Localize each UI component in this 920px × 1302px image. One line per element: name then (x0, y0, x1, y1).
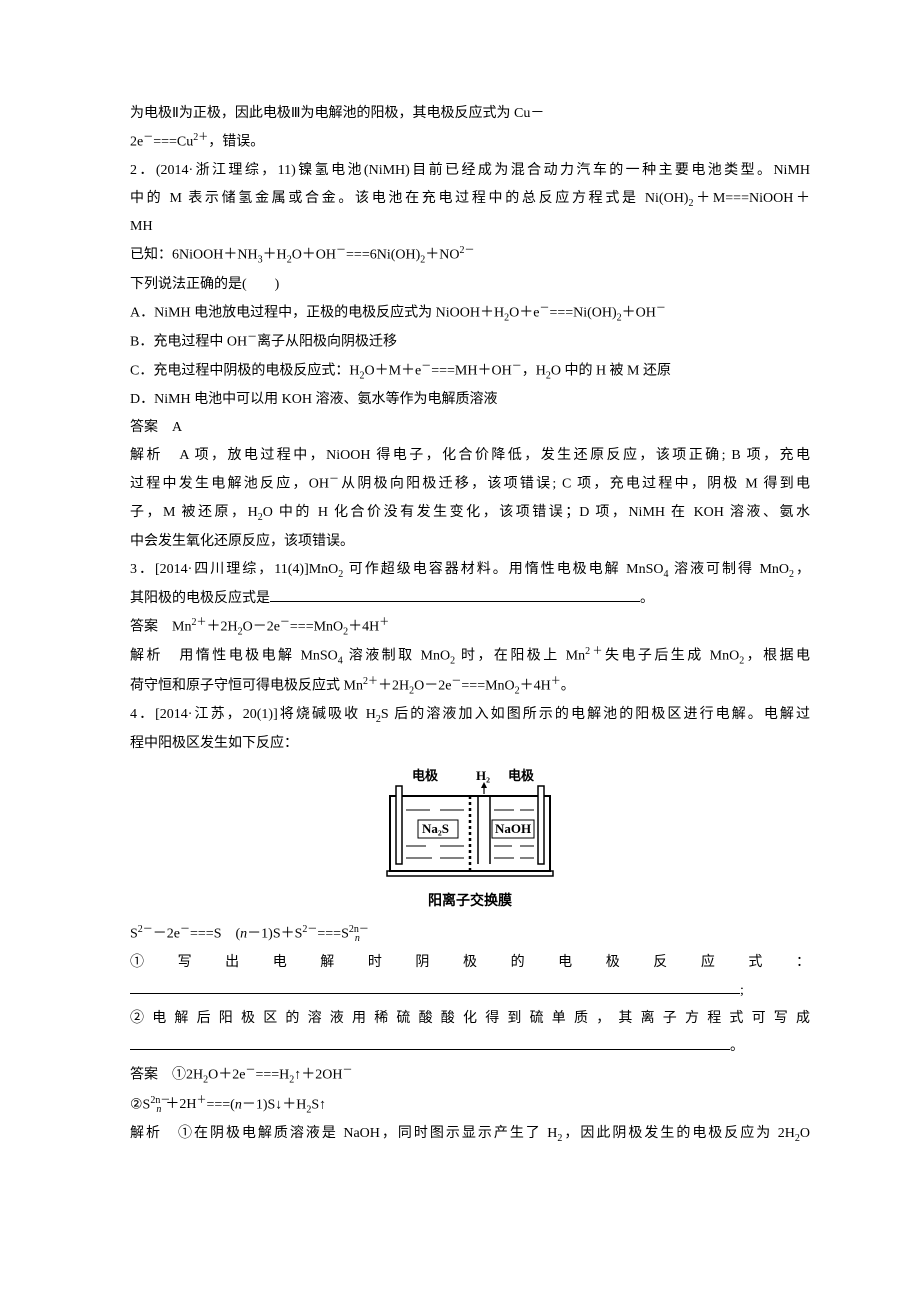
explanation: 解析 ①在阴极电解质溶液是 NaOH，同时图示显示产生了 H2，因此阴极发生的电… (130, 1120, 810, 1149)
electrolysis-diagram: 电极 H₂ 电极 Na₂S NaOH (130, 766, 810, 886)
answer-label: 答案 ①2H2O＋2e－===H2↑＋2OH－ (130, 1061, 810, 1090)
electrode-label-left: 电极 (412, 768, 439, 783)
question-2: ② 电 解 后 阳 极 区 的 溶 液 用 稀 硫 酸 酸 化 得 到 硫 单 … (130, 1005, 810, 1033)
body-text: 2．(2014·浙江理综，11)镍氢电池(NiMH)目前已经成为混合动力汽车的一… (130, 157, 810, 185)
body-text: 下列说法正确的是( ) (130, 271, 810, 299)
h2-label: H₂ (476, 768, 490, 783)
explanation: 过程中发生电解池反应，OH－从阴极向阳极迁移，该项错误; C 项，充电过程中，阴… (130, 470, 810, 499)
body-text: MH (130, 213, 810, 241)
naoh-label: NaOH (495, 821, 531, 836)
answer-label: 答案 Mn2＋＋2H2O－2e－===MnO2＋4H＋ (130, 613, 810, 642)
equation: S2－－2e－===S (n－1)S＋S2－===S2n－n (130, 920, 810, 949)
body-text: 4．[2014·江苏，20(1)]将烧碱吸收 H2S 后的溶液加入如图所示的电解… (130, 701, 810, 730)
option-a: A．NiMH 电池放电过程中，正极的电极反应式为 NiOOH＋H2O＋e－===… (130, 299, 810, 328)
electrode-label-right: 电极 (508, 768, 535, 783)
figure-caption: 阳离子交换膜 (130, 888, 810, 916)
body-text: 程中阳极区发生如下反应： (130, 730, 810, 758)
explanation: 解析 用惰性电极电解 MnSO4 溶液制取 MnO2 时，在阳极上 Mn2＋失电… (130, 642, 810, 671)
body-text: 已知：6NiOOH＋NH3＋H2O＋OH－===6Ni(OH)2＋NO2－ (130, 241, 810, 270)
answer-label: 答案 A (130, 414, 810, 442)
answer-2: ②S2n－n＋2H＋===(n－1)S↓＋H2S↑ (130, 1091, 810, 1120)
body-text: 2e－===Cu2＋，错误。 (130, 128, 810, 157)
fill-blank (270, 587, 640, 602)
body-text: 中的 M 表示储氢金属或合金。该电池在充电过程中的总反应方程式是 Ni(OH)2… (130, 185, 810, 214)
body-text: 为电极Ⅱ为正极，因此电极Ⅲ为电解池的阳极，其电极反应式为 Cu－ (130, 100, 810, 128)
explanation: 解析 A 项，放电过程中，NiOOH 得电子，化合价降低，发生还原反应，该项正确… (130, 442, 810, 470)
explanation: 荷守恒和原子守恒可得电极反应式 Mn2＋＋2H2O－2e－===MnO2＋4H＋… (130, 672, 810, 701)
question-1: ① 写 出 电 解 时 阴 极 的 电 极 反 应 式 ： (130, 949, 810, 977)
option-c: C．充电过程中阴极的电极反应式：H2O＋M＋e－===MH＋OH－，H2O 中的… (130, 357, 810, 386)
na2s-label: Na₂S (422, 821, 449, 836)
body-text: 3．[2014·四川理综，11(4)]MnO2 可作超级电容器材料。用惰性电极电… (130, 556, 810, 585)
option-d: D．NiMH 电池中可以用 KOH 溶液、氨水等作为电解质溶液 (130, 386, 810, 414)
explanation: 中会发生氧化还原反应，该项错误。 (130, 528, 810, 556)
fill-blank-line: 。 (130, 1033, 810, 1061)
body-text: 其阳极的电极反应式是。 (130, 585, 810, 613)
explanation: 子，M 被还原，H2O 中的 H 化合价没有发生变化，该项错误；D 项，NiMH… (130, 499, 810, 528)
option-b: B．充电过程中 OH－离子从阳极向阴极迁移 (130, 328, 810, 357)
fill-blank-line: ; (130, 977, 810, 1005)
